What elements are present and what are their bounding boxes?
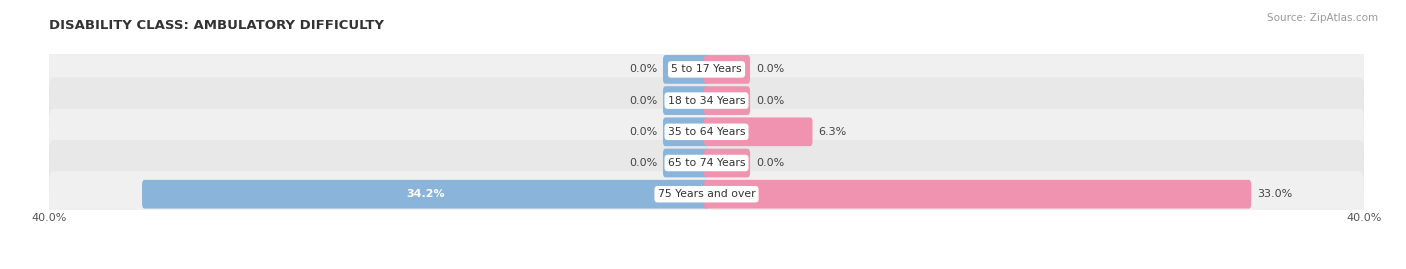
FancyBboxPatch shape bbox=[49, 46, 1364, 93]
FancyBboxPatch shape bbox=[44, 108, 1369, 156]
FancyBboxPatch shape bbox=[49, 109, 1364, 155]
Text: DISABILITY CLASS: AMBULATORY DIFFICULTY: DISABILITY CLASS: AMBULATORY DIFFICULTY bbox=[49, 19, 384, 32]
FancyBboxPatch shape bbox=[664, 149, 709, 177]
FancyBboxPatch shape bbox=[704, 55, 749, 84]
Text: 5 to 17 Years: 5 to 17 Years bbox=[671, 64, 742, 75]
FancyBboxPatch shape bbox=[49, 140, 1364, 186]
FancyBboxPatch shape bbox=[664, 118, 709, 146]
FancyBboxPatch shape bbox=[704, 180, 1251, 208]
Text: 65 to 74 Years: 65 to 74 Years bbox=[668, 158, 745, 168]
FancyBboxPatch shape bbox=[49, 77, 1364, 124]
Text: 18 to 34 Years: 18 to 34 Years bbox=[668, 95, 745, 106]
FancyBboxPatch shape bbox=[142, 180, 709, 208]
FancyBboxPatch shape bbox=[44, 76, 1369, 125]
Text: 0.0%: 0.0% bbox=[628, 158, 657, 168]
FancyBboxPatch shape bbox=[44, 170, 1369, 218]
FancyBboxPatch shape bbox=[44, 139, 1369, 187]
FancyBboxPatch shape bbox=[49, 171, 1364, 217]
Text: 35 to 64 Years: 35 to 64 Years bbox=[668, 127, 745, 137]
Text: 0.0%: 0.0% bbox=[628, 95, 657, 106]
FancyBboxPatch shape bbox=[664, 55, 709, 84]
FancyBboxPatch shape bbox=[704, 118, 813, 146]
FancyBboxPatch shape bbox=[704, 149, 749, 177]
FancyBboxPatch shape bbox=[44, 45, 1369, 94]
Text: 0.0%: 0.0% bbox=[628, 64, 657, 75]
Text: 34.2%: 34.2% bbox=[406, 189, 444, 199]
Text: Source: ZipAtlas.com: Source: ZipAtlas.com bbox=[1267, 13, 1378, 23]
FancyBboxPatch shape bbox=[704, 86, 749, 115]
Text: 0.0%: 0.0% bbox=[756, 158, 785, 168]
Text: 6.3%: 6.3% bbox=[818, 127, 846, 137]
Text: 0.0%: 0.0% bbox=[756, 64, 785, 75]
Text: 75 Years and over: 75 Years and over bbox=[658, 189, 755, 199]
FancyBboxPatch shape bbox=[664, 86, 709, 115]
Text: 33.0%: 33.0% bbox=[1257, 189, 1292, 199]
Text: 0.0%: 0.0% bbox=[756, 95, 785, 106]
Text: 0.0%: 0.0% bbox=[628, 127, 657, 137]
